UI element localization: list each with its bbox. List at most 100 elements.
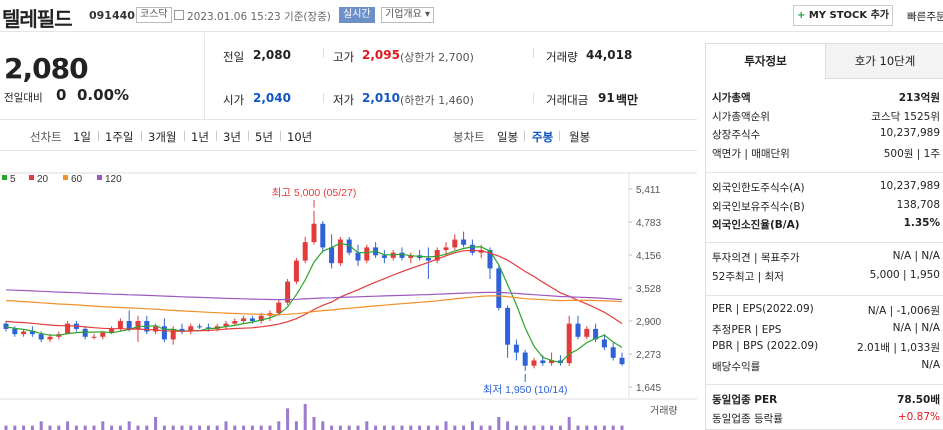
candle-body	[320, 223, 326, 248]
max-price-annotation: 최고 5,000 (05/27)	[272, 187, 357, 199]
high-value: 2,095	[362, 48, 400, 62]
volume-bar	[576, 425, 580, 430]
ma20-line	[5, 249, 623, 332]
section-divider	[706, 295, 943, 296]
candle-daily[interactable]: 일봉	[497, 130, 519, 144]
change-percent: 0.00%	[77, 86, 130, 104]
legend-swatch	[29, 175, 34, 180]
volume-bar	[550, 425, 554, 430]
candle-monthly[interactable]: 월봉	[569, 130, 591, 144]
candle-weekly[interactable]: 주봉	[532, 130, 554, 144]
low-label: 저가	[333, 93, 355, 107]
min-price-annotation: 최저 1,950 (10/14)	[483, 384, 568, 396]
candle-body	[197, 326, 203, 328]
candle-body	[241, 318, 247, 322]
y-tick-label: 2,273	[636, 350, 661, 361]
candle-body	[126, 321, 132, 329]
price-chart[interactable]: 5 20 60 120 5,411 4,783 4,156 3,528 2,900 2,273 1,…	[0, 151, 697, 430]
tab-invest-info[interactable]: 투자정보	[706, 44, 826, 79]
info-row: 추정PER | EPS N/A | N/A	[712, 322, 940, 340]
open-value: 2,040	[253, 91, 291, 105]
divider	[323, 48, 324, 58]
period-3m[interactable]: 3개월	[148, 130, 177, 144]
info-value: N/A | N/A	[892, 250, 940, 262]
candle-body	[38, 334, 44, 340]
candle-body	[452, 239, 458, 248]
y-tick-label: 4,156	[636, 251, 661, 262]
tab-orderbook[interactable]: 호가 10단계	[826, 44, 943, 79]
volume-bar	[567, 417, 571, 430]
candle-body	[170, 328, 176, 340]
ma5-line	[5, 242, 623, 364]
volume-bar	[391, 425, 395, 430]
period-1d[interactable]: 1일	[73, 130, 91, 144]
volume-label: 거래량	[650, 405, 678, 417]
candle-body	[91, 336, 97, 338]
info-value: 1.35%	[903, 217, 940, 229]
company-overview-dropdown[interactable]: 기업개요 ▾	[381, 7, 435, 23]
candle-body	[549, 360, 555, 364]
candle-body	[346, 239, 352, 253]
volume-bar	[462, 425, 466, 430]
divider	[280, 131, 281, 141]
info-value: N/A	[921, 358, 940, 371]
quick-order-link[interactable]: 빠른주문	[907, 11, 943, 23]
volume-bar	[13, 425, 17, 430]
divider	[533, 48, 534, 58]
info-key: 동일업종 등락률	[712, 412, 783, 425]
ma120-line	[5, 289, 623, 301]
volume-bar	[400, 425, 404, 430]
candle-body	[619, 357, 625, 365]
period-1w[interactable]: 1주일	[105, 130, 134, 144]
volume-bar	[224, 421, 228, 430]
my-stock-add-button[interactable]: + MY STOCK 추가	[793, 5, 893, 26]
candle-chart-label: 봉차트	[453, 130, 485, 144]
volume-bar	[162, 425, 166, 430]
info-key: 외국인보유주식수(B)	[712, 200, 805, 213]
change-value: 0	[56, 86, 67, 104]
timestamp: 2023.01.06 15:23 기준(장중)	[187, 11, 331, 23]
chart-svg: 5 20 60 120 5,411 4,783 4,156 3,528 2,900 2,273 1,…	[0, 172, 697, 430]
info-key: 시가총액순위	[712, 110, 770, 123]
candle-body	[65, 323, 71, 335]
info-row: 외국인소진율(B/A) 1.35%	[712, 217, 940, 235]
period-10y[interactable]: 10년	[287, 130, 313, 144]
y-tick-label: 2,900	[636, 317, 661, 328]
volume-bar	[602, 425, 606, 430]
invest-info-panel: 투자정보 호가 10단계 시가총액 213억원 시가총액순위 코스닥 1525위 상장주…	[705, 43, 943, 430]
volume-bar	[268, 425, 272, 430]
volume-bar	[374, 425, 378, 430]
stock-code: 091440	[89, 9, 135, 22]
info-key: 외국인한도주식수(A)	[712, 182, 805, 194]
volume-bar	[22, 425, 26, 430]
volume-bar	[145, 425, 149, 430]
volume-bar	[620, 425, 624, 430]
candle-body	[425, 257, 431, 261]
info-key: 투자의견 | 목표주가	[712, 252, 800, 264]
info-key: 배당수익률	[712, 360, 761, 373]
info-key: 52주최고 | 최저	[712, 270, 784, 283]
info-value: 코스닥 1525위	[871, 110, 940, 123]
divider	[248, 131, 249, 141]
candle-body	[258, 315, 264, 322]
volume-bar	[171, 425, 175, 430]
info-value: 78.50배	[897, 394, 940, 406]
period-3y[interactable]: 3년	[223, 130, 241, 144]
period-1y[interactable]: 1년	[191, 130, 209, 144]
realtime-badge[interactable]: 실시간	[339, 7, 375, 23]
info-value: +0.87%	[897, 410, 940, 423]
volume-bar	[118, 425, 122, 430]
period-5y[interactable]: 5년	[255, 130, 273, 144]
volume-bar	[523, 425, 527, 430]
volume-bar	[418, 425, 422, 430]
current-price: 2,080	[4, 52, 89, 85]
volume-bar	[365, 421, 369, 430]
candle-body	[223, 323, 229, 327]
volume-bar	[585, 425, 589, 430]
candle-body	[293, 260, 299, 282]
info-key: PBR | BPS (2022.09)	[712, 340, 819, 352]
info-value: N/A | N/A	[892, 321, 940, 334]
legend-label: 20	[37, 174, 49, 185]
volume-bar	[233, 425, 237, 430]
amount-value: 91	[598, 91, 615, 105]
